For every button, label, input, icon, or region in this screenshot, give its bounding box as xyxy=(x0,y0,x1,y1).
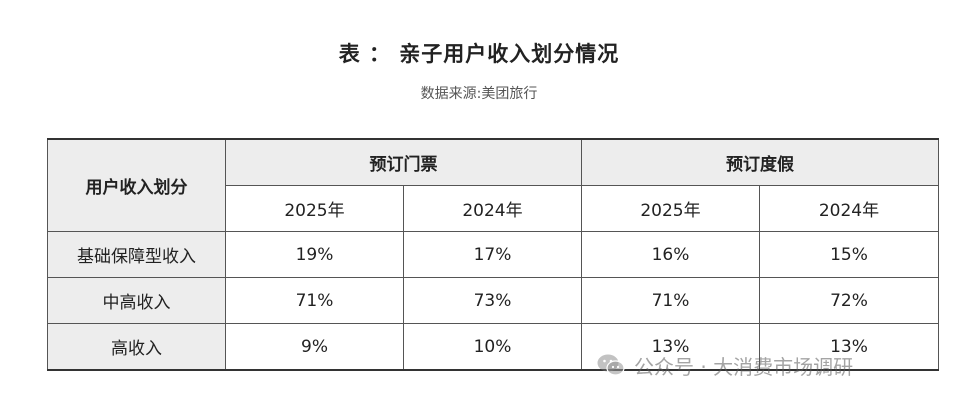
table-cell: 73% xyxy=(403,277,582,324)
row-label: 中高收入 xyxy=(47,277,226,324)
income-table: 用户收入划分 预订门票 预订度假 2025年 2024年 2025年 2024年… xyxy=(47,138,939,371)
year-header: 2024年 xyxy=(403,185,582,232)
data-source: 数据来源:美团旅行 xyxy=(420,86,538,102)
table-row: 基础保障型收入 19% 17% 16% 15% xyxy=(47,231,939,278)
group-header-tickets: 预订门票 xyxy=(225,138,582,186)
row-label: 高收入 xyxy=(47,323,226,371)
row-header-label: 用户收入划分 xyxy=(47,138,226,232)
year-header: 2024年 xyxy=(759,185,939,232)
year-header: 2025年 xyxy=(581,185,760,232)
table-cell: 72% xyxy=(759,277,939,324)
page-title: 表 ： 亲子用户收入划分情况 xyxy=(338,42,620,66)
table-cell: 15% xyxy=(759,231,939,278)
table-header-row: 用户收入划分 预订门票 预订度假 xyxy=(47,138,939,232)
table-cell: 16% xyxy=(581,231,760,278)
table-cell: 9% xyxy=(225,323,404,371)
watermark-text: 公众号 · 大消费市场调研 xyxy=(634,354,854,379)
group-header-vacation: 预订度假 xyxy=(581,138,939,186)
table-cell: 13% xyxy=(581,323,760,371)
row-label: 基础保障型收入 xyxy=(47,231,226,278)
table-cell: 17% xyxy=(403,231,582,278)
table-cell: 10% xyxy=(403,323,582,371)
year-header: 2025年 xyxy=(225,185,404,232)
table-cell: 71% xyxy=(581,277,760,324)
watermark: 公众号 · 大消费市场调研 xyxy=(596,351,853,379)
table-cell: 19% xyxy=(225,231,404,278)
table-cell: 71% xyxy=(225,277,404,324)
table-row: 中高收入 71% 73% 71% 72% xyxy=(47,277,939,324)
table-year-row: 2025年 2024年 2025年 2024年 xyxy=(48,185,939,232)
table-row: 高收入 9% 10% 13% 13% xyxy=(47,323,939,371)
wechat-icon xyxy=(597,354,625,376)
table-cell: 13% xyxy=(759,323,939,371)
